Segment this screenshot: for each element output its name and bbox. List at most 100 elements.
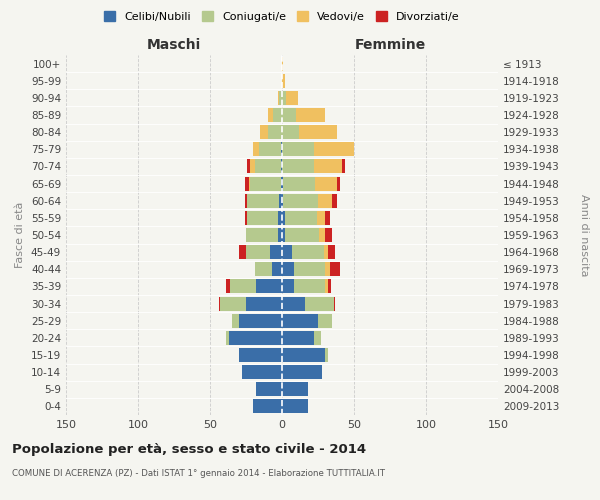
- Bar: [282, 228, 285, 242]
- Bar: [282, 400, 308, 413]
- Bar: [245, 194, 247, 207]
- Bar: [282, 245, 292, 259]
- Bar: [293, 280, 325, 293]
- Bar: [232, 314, 239, 328]
- Bar: [253, 400, 282, 413]
- Bar: [281, 160, 282, 173]
- Bar: [296, 108, 325, 122]
- Text: COMUNE DI ACERENZA (PZ) - Dati ISTAT 1° gennaio 2014 - Elaborazione TUTTITALIA.I: COMUNE DI ACERENZA (PZ) - Dati ISTAT 1° …: [12, 469, 385, 478]
- Bar: [319, 228, 325, 242]
- Bar: [281, 176, 282, 190]
- Bar: [305, 296, 334, 310]
- Bar: [325, 262, 329, 276]
- Bar: [247, 160, 250, 173]
- Bar: [315, 176, 337, 190]
- Bar: [283, 194, 318, 207]
- Bar: [334, 296, 335, 310]
- Bar: [249, 176, 250, 190]
- Bar: [281, 142, 282, 156]
- Bar: [282, 160, 314, 173]
- Bar: [324, 245, 328, 259]
- Text: Popolazione per età, sesso e stato civile - 2014: Popolazione per età, sesso e stato civil…: [12, 442, 366, 456]
- Bar: [293, 262, 325, 276]
- Bar: [218, 296, 220, 310]
- Bar: [239, 348, 282, 362]
- Bar: [282, 382, 308, 396]
- Bar: [299, 125, 337, 139]
- Text: Maschi: Maschi: [147, 38, 201, 52]
- Bar: [282, 74, 285, 88]
- Bar: [282, 365, 322, 379]
- Bar: [282, 176, 283, 190]
- Bar: [226, 280, 230, 293]
- Bar: [285, 211, 317, 225]
- Bar: [226, 331, 229, 345]
- Bar: [253, 142, 259, 156]
- Bar: [282, 91, 286, 105]
- Bar: [282, 56, 283, 70]
- Bar: [343, 160, 346, 173]
- Text: Femmine: Femmine: [355, 38, 425, 52]
- Bar: [318, 314, 332, 328]
- Bar: [268, 108, 274, 122]
- Bar: [325, 211, 329, 225]
- Bar: [256, 382, 282, 396]
- Bar: [220, 296, 246, 310]
- Bar: [254, 262, 272, 276]
- Bar: [239, 245, 246, 259]
- Bar: [282, 194, 283, 207]
- Bar: [260, 125, 268, 139]
- Bar: [268, 125, 282, 139]
- Bar: [325, 348, 328, 362]
- Bar: [278, 211, 282, 225]
- Bar: [278, 91, 279, 105]
- Bar: [272, 262, 282, 276]
- Bar: [250, 176, 281, 190]
- Bar: [254, 160, 281, 173]
- Bar: [282, 296, 305, 310]
- Bar: [285, 228, 319, 242]
- Bar: [274, 108, 282, 122]
- Bar: [245, 211, 247, 225]
- Bar: [247, 194, 279, 207]
- Bar: [282, 125, 299, 139]
- Bar: [250, 160, 254, 173]
- Bar: [325, 280, 328, 293]
- Bar: [337, 176, 340, 190]
- Bar: [282, 211, 285, 225]
- Bar: [314, 331, 321, 345]
- Bar: [271, 245, 282, 259]
- Bar: [282, 142, 314, 156]
- Y-axis label: Fasce di età: Fasce di età: [16, 202, 25, 268]
- Bar: [247, 211, 278, 225]
- Bar: [229, 331, 282, 345]
- Bar: [329, 262, 340, 276]
- Bar: [246, 228, 278, 242]
- Bar: [332, 194, 337, 207]
- Bar: [278, 228, 282, 242]
- Bar: [259, 142, 281, 156]
- Bar: [282, 262, 293, 276]
- Bar: [317, 211, 325, 225]
- Bar: [279, 194, 282, 207]
- Bar: [245, 176, 249, 190]
- Bar: [242, 365, 282, 379]
- Bar: [282, 331, 314, 345]
- Bar: [246, 245, 271, 259]
- Bar: [256, 280, 282, 293]
- Bar: [328, 280, 331, 293]
- Bar: [279, 91, 282, 105]
- Bar: [282, 314, 318, 328]
- Legend: Celibi/Nubili, Coniugati/e, Vedovi/e, Divorziati/e: Celibi/Nubili, Coniugati/e, Vedovi/e, Di…: [101, 8, 463, 25]
- Bar: [286, 91, 298, 105]
- Bar: [282, 348, 325, 362]
- Y-axis label: Anni di nascita: Anni di nascita: [579, 194, 589, 276]
- Bar: [314, 142, 354, 156]
- Bar: [282, 280, 293, 293]
- Bar: [239, 314, 282, 328]
- Bar: [318, 194, 332, 207]
- Bar: [246, 296, 282, 310]
- Bar: [230, 280, 256, 293]
- Bar: [282, 108, 296, 122]
- Bar: [283, 176, 315, 190]
